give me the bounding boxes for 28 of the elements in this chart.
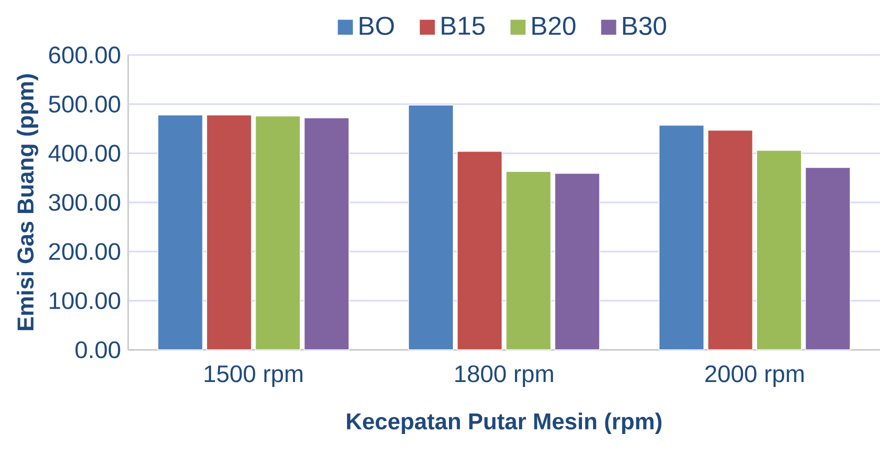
y-axis-title: Emisi Gas Buang (ppm) <box>16 74 38 330</box>
y-tick-label: 500.00 <box>48 96 120 113</box>
y-tick-label: 400.00 <box>48 144 120 162</box>
y-tick-label: 600.00 <box>49 46 120 64</box>
x-axis-title: Kecepatan Putar Mesin (rpm) <box>347 412 662 434</box>
bar <box>707 130 754 350</box>
bar <box>506 171 552 350</box>
bar <box>554 173 600 350</box>
bar <box>805 167 851 350</box>
x-tick-label: 2000 rpm <box>705 365 804 388</box>
legend-label: B30 <box>623 16 666 36</box>
y-tick-label: 300.00 <box>48 194 120 211</box>
x-tick-label: 1800 rpm <box>455 365 553 388</box>
y-tick-label: 200.00 <box>49 243 120 260</box>
x-tick-label: 1500 rpm <box>204 365 302 388</box>
bar <box>304 118 350 350</box>
bar <box>756 150 802 350</box>
bar <box>658 124 704 350</box>
y-tick-label: 0.00 <box>75 341 120 358</box>
bar <box>408 104 454 350</box>
bar <box>456 151 502 350</box>
legend-label: B15 <box>442 16 485 36</box>
bar <box>157 114 204 350</box>
legend-label: BO <box>360 16 394 36</box>
bar <box>255 116 301 350</box>
y-tick-label: 100.00 <box>50 292 120 310</box>
legend-label: B20 <box>532 16 576 36</box>
bar <box>206 114 252 350</box>
